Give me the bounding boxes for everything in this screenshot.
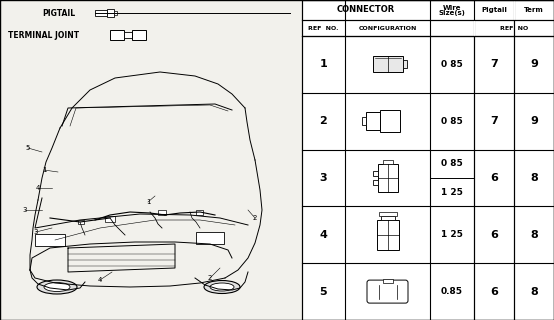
Text: CONFIGURATION: CONFIGURATION bbox=[358, 26, 417, 30]
Bar bbox=[124, 32, 132, 38]
Text: 8: 8 bbox=[530, 230, 538, 240]
Bar bbox=[95, 10, 107, 16]
Bar bbox=[377, 164, 398, 192]
Bar bbox=[366, 112, 379, 130]
Bar bbox=[0, 0, 302, 320]
Text: Term: Term bbox=[524, 7, 544, 13]
Text: 0 85: 0 85 bbox=[441, 60, 463, 69]
Ellipse shape bbox=[210, 283, 234, 291]
Bar bbox=[372, 56, 403, 72]
Ellipse shape bbox=[44, 283, 70, 292]
Bar bbox=[302, 0, 554, 320]
Text: 4: 4 bbox=[320, 230, 327, 240]
Text: 6: 6 bbox=[490, 230, 498, 240]
Bar bbox=[378, 212, 397, 216]
Text: REF  NO.: REF NO. bbox=[308, 26, 338, 30]
Bar bbox=[196, 210, 203, 215]
Text: 1 25: 1 25 bbox=[441, 230, 463, 239]
Bar bbox=[377, 220, 398, 250]
Text: 1: 1 bbox=[146, 199, 150, 205]
Text: 6: 6 bbox=[490, 173, 498, 183]
Text: 1: 1 bbox=[42, 167, 46, 173]
Bar bbox=[78, 220, 84, 224]
Bar bbox=[110, 30, 124, 40]
Text: 2: 2 bbox=[253, 215, 257, 221]
Text: 3: 3 bbox=[34, 229, 38, 235]
Text: 3: 3 bbox=[320, 173, 327, 183]
Bar bbox=[35, 234, 65, 246]
Ellipse shape bbox=[204, 281, 240, 293]
Ellipse shape bbox=[37, 280, 77, 294]
Text: Wire: Wire bbox=[443, 4, 461, 11]
Bar bbox=[514, 0, 515, 20]
Text: 8: 8 bbox=[530, 287, 538, 297]
Text: CONNECTOR: CONNECTOR bbox=[337, 5, 395, 14]
Text: 9: 9 bbox=[530, 60, 538, 69]
Text: 0 85: 0 85 bbox=[441, 117, 463, 126]
Text: 0.85: 0.85 bbox=[441, 287, 463, 296]
Text: 1: 1 bbox=[320, 60, 327, 69]
Bar bbox=[381, 216, 394, 220]
Bar bbox=[158, 210, 166, 215]
Bar bbox=[107, 9, 114, 17]
Text: 5: 5 bbox=[320, 287, 327, 297]
Text: 1 25: 1 25 bbox=[441, 188, 463, 197]
Text: Size(s): Size(s) bbox=[439, 11, 465, 17]
Text: 4: 4 bbox=[36, 185, 40, 191]
Text: 9: 9 bbox=[530, 116, 538, 126]
Bar bbox=[379, 110, 399, 132]
Bar bbox=[372, 180, 377, 185]
Bar bbox=[382, 279, 392, 283]
Text: Pigtail: Pigtail bbox=[481, 7, 507, 13]
Text: 7: 7 bbox=[490, 60, 498, 69]
Text: 7: 7 bbox=[490, 116, 498, 126]
Text: 3: 3 bbox=[23, 207, 27, 213]
Bar bbox=[132, 30, 146, 40]
Text: 6: 6 bbox=[490, 287, 498, 297]
Bar bbox=[403, 60, 407, 68]
Text: 2: 2 bbox=[208, 275, 212, 281]
Text: REF  NO: REF NO bbox=[500, 26, 528, 30]
Text: 8: 8 bbox=[530, 173, 538, 183]
Text: 0 85: 0 85 bbox=[441, 159, 463, 168]
Text: 5: 5 bbox=[26, 145, 30, 151]
Text: TERMINAL JOINT: TERMINAL JOINT bbox=[8, 30, 79, 39]
FancyBboxPatch shape bbox=[367, 280, 408, 303]
Text: 4: 4 bbox=[98, 277, 102, 283]
Bar bbox=[105, 216, 115, 222]
Bar bbox=[362, 117, 366, 125]
Bar bbox=[372, 171, 377, 176]
Bar bbox=[382, 160, 392, 164]
Bar bbox=[196, 232, 224, 244]
Text: PIGTAIL: PIGTAIL bbox=[42, 9, 75, 18]
Bar bbox=[114, 11, 117, 15]
Text: 2: 2 bbox=[320, 116, 327, 126]
